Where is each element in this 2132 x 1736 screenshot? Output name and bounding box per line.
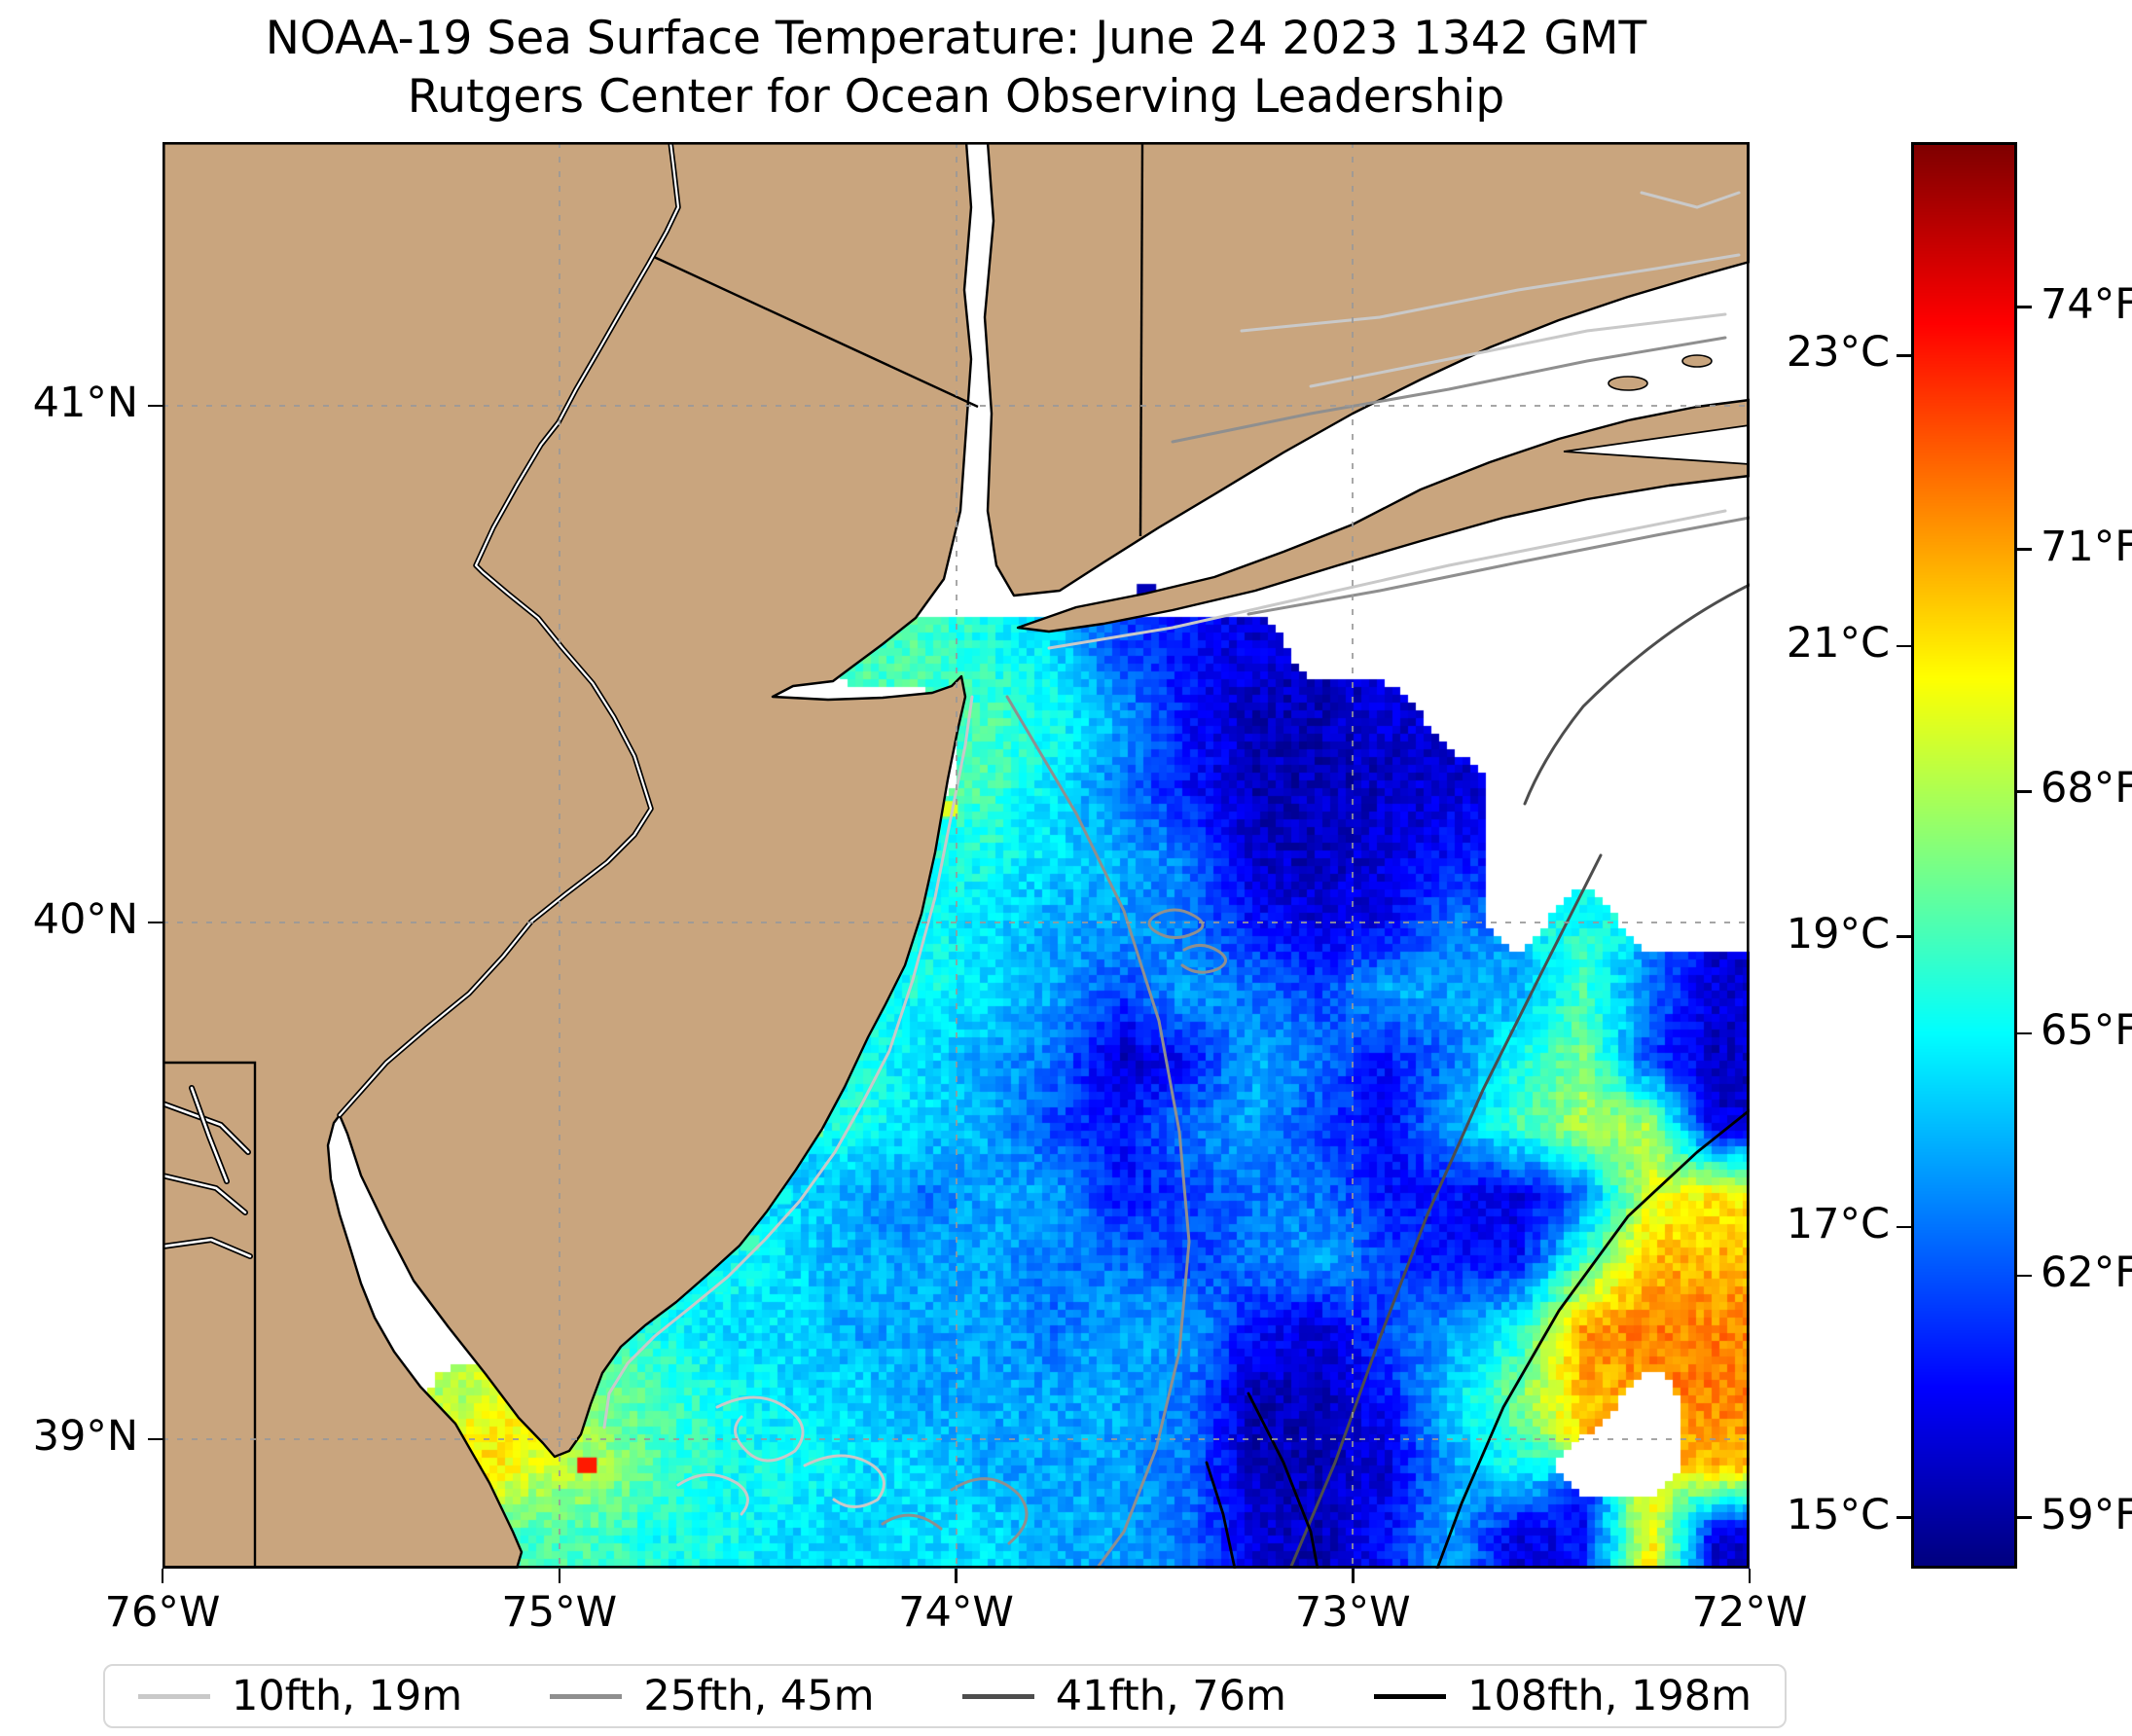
colorbar-fahrenheit-tick-mark: [2017, 1516, 2032, 1519]
legend-item: 10fth, 19m: [138, 1672, 462, 1720]
legend-line-swatch: [961, 1693, 1034, 1699]
colorbar-celsius-label: 23°C: [1786, 328, 1890, 378]
colorbar-fahrenheit-label: 68°F: [2041, 764, 2132, 814]
lon-tick-mark: [1748, 1569, 1752, 1583]
lat-tick-label: 39°N: [32, 1412, 138, 1462]
chesapeake-branch-water-2: [163, 1174, 247, 1214]
border-md-pa-de: [163, 1061, 257, 1569]
map-plot-area: [163, 142, 1750, 1569]
island-small-2: [1681, 354, 1713, 368]
chesapeake-branch-water-3: [163, 1238, 252, 1258]
chesapeake-branch-water-1: [163, 1102, 250, 1154]
contour-25-fathom: [881, 336, 1750, 1569]
legend-item-label: 10fth, 19m: [232, 1672, 463, 1720]
lon-tick-mark: [558, 1569, 560, 1583]
lat-tick-label: 41°N: [32, 378, 138, 427]
water-features: [163, 142, 681, 1259]
bathymetry-legend: 10fth, 19m 25fth, 45m 41fth, 76m 108fth, 19…: [103, 1664, 1787, 1728]
title-line-2: Rutgers Center for Ocean Observing Leade…: [407, 70, 1505, 125]
colorbar-fahrenheit-label: 65°F: [2041, 1006, 2132, 1056]
plot-frame: [163, 142, 1750, 1569]
peconic-bay-notch: [1563, 424, 1750, 465]
land-polygon-long-island: [1016, 398, 1750, 633]
colorbar-celsius-tick-mark: [1897, 354, 1911, 357]
legend-item-label: 41fth, 76m: [1055, 1672, 1286, 1720]
figure-title: NOAA-19 Sea Surface Temperature: June 24…: [163, 10, 1750, 127]
colorbar-celsius-tick-mark: [1897, 1225, 1911, 1229]
colorbar-fahrenheit-tick-mark: [2017, 1031, 2032, 1035]
colorbar: [1911, 142, 2017, 1569]
colorbar-canvas: [1914, 145, 2014, 1566]
legend-line-swatch: [138, 1693, 210, 1699]
chesapeake-branch-water-4: [190, 1086, 229, 1183]
legend-line-swatch: [1374, 1693, 1447, 1699]
contour-41-fathom: [1288, 583, 1750, 1569]
delaware-river-water: [338, 142, 680, 1117]
contour-10-fathom: [602, 191, 1741, 1516]
colorbar-fahrenheit-label: 59°F: [2041, 1490, 2132, 1539]
colorbar-fahrenheit-label: 74°F: [2041, 279, 2132, 329]
border-ny-nj: [653, 255, 979, 409]
colorbar-celsius-tick-mark: [1897, 935, 1911, 938]
land-polygon-northeast-mainland: [983, 142, 1750, 597]
colorbar-fahrenheit-tick-mark: [2017, 548, 2032, 551]
lon-tick-mark: [955, 1569, 958, 1583]
island-small-1: [1608, 376, 1648, 391]
land-polygon-mainland-west: [163, 142, 973, 1569]
colorbar-celsius-label: 17°C: [1786, 1200, 1890, 1249]
map-overlay: [163, 142, 1750, 1569]
colorbar-celsius-label: 15°C: [1786, 1490, 1890, 1539]
colorbar-celsius-tick-mark: [1897, 1516, 1911, 1519]
colorbar-fahrenheit-label: 62°F: [2041, 1248, 2132, 1297]
lon-tick-label: 75°W: [501, 1588, 618, 1637]
lat-tick-mark: [148, 921, 163, 924]
colorbar-fahrenheit-label: 71°F: [2041, 522, 2132, 571]
colorbar-fahrenheit-tick-mark: [2017, 306, 2032, 308]
legend-item: 25fth, 45m: [550, 1672, 875, 1720]
border-ny-ct: [1138, 142, 1144, 537]
legend-line-swatch: [550, 1693, 623, 1699]
legend-item: 41fth, 76m: [961, 1672, 1286, 1720]
state-borders: [163, 142, 1144, 1569]
lon-tick-mark: [161, 1569, 164, 1583]
lat-tick-mark: [148, 1437, 163, 1441]
legend-item-label: 108fth, 198m: [1467, 1672, 1752, 1720]
lon-tick-label: 72°W: [1691, 1588, 1808, 1637]
legend-item-label: 25fth, 45m: [643, 1672, 875, 1720]
land-layer: [163, 142, 1750, 1569]
lon-tick-label: 73°W: [1294, 1588, 1411, 1637]
graticule: [163, 142, 1750, 1569]
colorbar-fahrenheit-tick-mark: [2017, 1274, 2032, 1278]
lat-tick-label: 40°N: [32, 895, 138, 945]
contour-108-fathom: [1205, 1108, 1750, 1569]
colorbar-fahrenheit-tick-mark: [2017, 790, 2032, 793]
title-line-1: NOAA-19 Sea Surface Temperature: June 24…: [265, 12, 1647, 65]
lon-tick-label: 76°W: [104, 1588, 221, 1637]
colorbar-celsius-label: 21°C: [1786, 619, 1890, 669]
lat-tick-mark: [148, 404, 163, 408]
colorbar-celsius-label: 19°C: [1786, 909, 1890, 958]
colorbar-celsius-tick-mark: [1897, 644, 1911, 648]
lon-tick-label: 74°W: [898, 1588, 1014, 1637]
legend-item: 108fth, 198m: [1374, 1672, 1752, 1720]
bathymetry-contours: [602, 191, 1750, 1569]
lon-tick-mark: [1352, 1569, 1355, 1583]
